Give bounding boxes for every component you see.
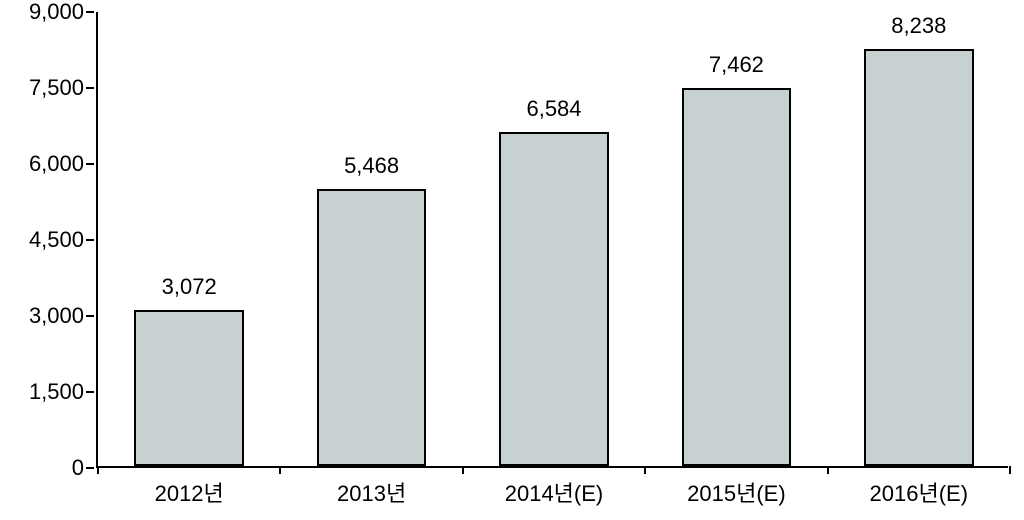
bar (317, 189, 426, 466)
y-axis-label: 7,500 (29, 75, 84, 101)
x-axis-label: 2013년 (337, 476, 406, 508)
bar (864, 49, 973, 466)
x-tick (644, 466, 646, 474)
x-axis-label: 2016년(E) (870, 476, 969, 508)
bar (682, 88, 791, 466)
plot-area: 01,5003,0004,5006,0007,5009,0003,0722012… (96, 12, 1008, 468)
x-tick (97, 466, 99, 474)
y-tick (86, 163, 94, 165)
bar (134, 310, 243, 466)
data-label: 7,462 (709, 52, 764, 78)
x-tick (1009, 466, 1011, 474)
data-label: 8,238 (891, 13, 946, 39)
bar-chart: 0 1,500 3,000 4,500 6,000 7,500 9,000 3,072 2012… (0, 0, 1024, 520)
x-axis-label: 2015년(E) (687, 476, 786, 508)
y-axis-label: 6,000 (29, 151, 84, 177)
x-axis-label: 2012년 (155, 476, 224, 508)
bar (499, 132, 608, 466)
y-tick (86, 315, 94, 317)
y-axis-label: 9,000 (29, 0, 84, 25)
y-tick (86, 239, 94, 241)
data-label: 6,584 (526, 96, 581, 122)
y-axis-label: 1,500 (29, 379, 84, 405)
x-tick (462, 466, 464, 474)
y-axis-label: 4,500 (29, 227, 84, 253)
y-axis-label: 3,000 (29, 303, 84, 329)
y-tick (86, 391, 94, 393)
y-tick (86, 11, 94, 13)
x-tick (279, 466, 281, 474)
y-axis-label: 0 (72, 455, 84, 481)
x-axis-label: 2014년(E) (505, 476, 604, 508)
y-tick (86, 467, 94, 469)
x-tick (827, 466, 829, 474)
data-label: 5,468 (344, 153, 399, 179)
y-tick (86, 87, 94, 89)
data-label: 3,072 (162, 274, 217, 300)
